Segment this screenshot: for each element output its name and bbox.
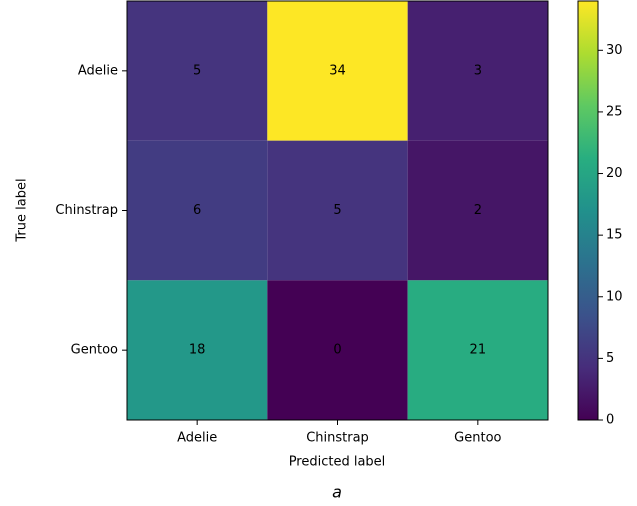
heatmap-cell	[127, 140, 268, 281]
colorbar-tick-label: 25	[606, 104, 623, 119]
heatmap-cell	[407, 1, 548, 141]
colorbar-tick-label: 10	[606, 289, 623, 304]
x-tick-label: Chinstrap	[306, 431, 369, 446]
colorbar-tick-label: 30	[606, 43, 623, 58]
x-tick-label: Gentoo	[454, 431, 501, 446]
cell-label: 6	[193, 203, 201, 218]
colorbar-tick-label: 5	[606, 351, 614, 366]
cell-label: 21	[470, 343, 487, 358]
y-tick-label: Gentoo	[71, 343, 118, 358]
cell-label: 34	[329, 63, 346, 78]
x-tick-label: Adelie	[177, 431, 217, 446]
cell-label: 2	[474, 203, 482, 218]
caption: a	[332, 483, 342, 502]
y-tick-label: Chinstrap	[55, 203, 118, 218]
heatmap-cell	[127, 1, 268, 141]
colorbar-tick-label: 20	[606, 166, 623, 181]
cell-label: 0	[333, 343, 341, 358]
heatmap-cell	[127, 280, 268, 420]
heatmap-cell	[267, 280, 408, 420]
colorbar	[577, 0, 599, 421]
heatmap-cell	[267, 140, 408, 281]
colorbar-tick-label: 0	[606, 413, 614, 428]
x-axis-label: Predicted label	[289, 455, 386, 470]
heatmap-cell	[407, 140, 548, 281]
cell-label: 18	[189, 343, 206, 358]
colorbar-tick-label: 15	[606, 228, 623, 243]
heatmap-cell	[267, 1, 408, 141]
y-axis-label: True label	[15, 178, 30, 242]
cell-label: 3	[474, 63, 482, 78]
cell-label: 5	[333, 203, 341, 218]
heatmap-cell	[407, 280, 548, 420]
cell-label: 5	[193, 63, 201, 78]
y-tick-label: Adelie	[78, 63, 118, 78]
